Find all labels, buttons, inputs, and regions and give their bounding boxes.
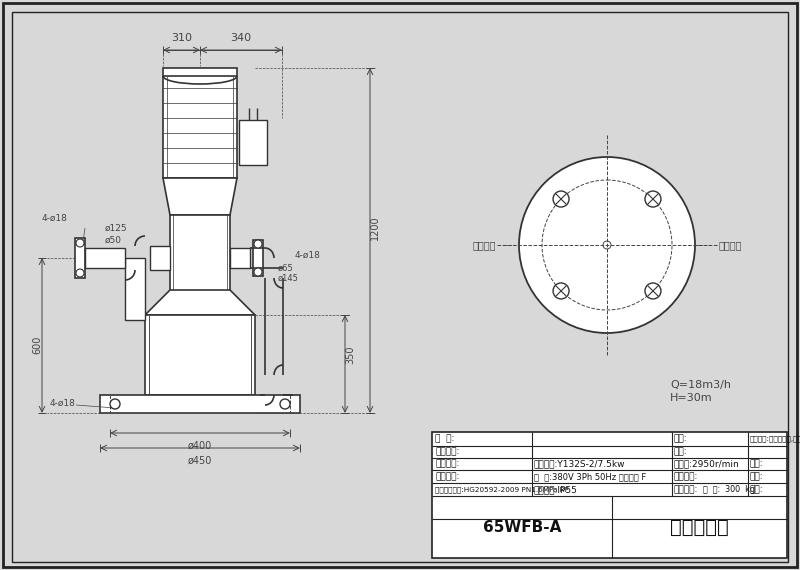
Text: 4-ø18: 4-ø18 (49, 398, 75, 408)
Text: ø145: ø145 (278, 274, 299, 283)
Text: 防护等级:IP55: 防护等级:IP55 (534, 485, 578, 494)
Circle shape (553, 283, 569, 299)
Text: 项目名称:: 项目名称: (435, 447, 459, 457)
Text: 防爆等级:: 防爆等级: (674, 485, 698, 494)
Bar (85, 248, 125, 268)
Bar (75, 238, 85, 278)
Circle shape (645, 283, 661, 299)
Text: 65WFB-A: 65WFB-A (483, 519, 561, 535)
Text: 旋转方向:从电机端看,泵为逆时针方向转动: 旋转方向:从电机端看,泵为逆时针方向转动 (750, 435, 800, 442)
Text: 进口法兰: 进口法兰 (718, 240, 742, 250)
Text: ø125: ø125 (105, 223, 128, 233)
Text: ø400: ø400 (188, 441, 212, 451)
Bar (145, 315, 255, 395)
Text: ø450: ø450 (188, 456, 212, 466)
Text: 执行法兰标准:HG20592-2009 PN1.6MPa RF: 执行法兰标准:HG20592-2009 PN1.6MPa RF (435, 486, 569, 493)
Circle shape (519, 157, 695, 333)
Bar (432, 432, 787, 558)
Circle shape (76, 239, 84, 247)
Polygon shape (145, 290, 255, 315)
Text: 用  户:: 用 户: (435, 434, 454, 443)
Text: 340: 340 (230, 33, 251, 43)
Text: 编制:: 编制: (674, 434, 688, 443)
Text: 4-ø18: 4-ø18 (42, 214, 68, 222)
Text: 设备位号:: 设备位号: (435, 459, 459, 469)
Circle shape (254, 240, 262, 248)
Bar (125, 258, 145, 320)
Bar (150, 246, 170, 270)
Circle shape (254, 268, 262, 276)
Text: 审核:: 审核: (674, 447, 688, 457)
Text: 批准:: 批准: (750, 472, 764, 481)
Text: 310: 310 (171, 33, 192, 43)
Circle shape (110, 399, 120, 409)
Polygon shape (163, 178, 237, 215)
Circle shape (645, 191, 661, 207)
Bar (100, 395, 300, 413)
Text: 日期:: 日期: (750, 485, 764, 494)
Text: ø65: ø65 (278, 263, 294, 272)
Text: 600: 600 (32, 336, 42, 354)
Text: 出口法兰: 出口法兰 (472, 240, 496, 250)
Text: Q=18m3/h: Q=18m3/h (670, 380, 731, 390)
Bar (170, 215, 230, 310)
Bar (230, 248, 250, 268)
Text: 电机型号:Y132S-2/7.5kw: 电机型号:Y132S-2/7.5kw (534, 459, 626, 469)
Circle shape (76, 269, 84, 277)
Text: 安装尺寸图: 安装尺寸图 (670, 518, 729, 536)
Circle shape (280, 399, 290, 409)
Text: 4-ø18: 4-ø18 (295, 250, 321, 259)
Text: ø50: ø50 (105, 235, 122, 245)
Text: 1200: 1200 (370, 216, 380, 241)
Text: 电  源:380V 3Ph 50Hz 绝缘等级 F: 电 源:380V 3Ph 50Hz 绝缘等级 F (534, 472, 646, 481)
Bar (239, 120, 267, 165)
Text: 泵转速:2950r/min: 泵转速:2950r/min (674, 459, 740, 469)
Text: 审核:: 审核: (750, 459, 764, 469)
Bar (163, 68, 237, 178)
Text: 350: 350 (345, 345, 355, 364)
Circle shape (553, 191, 569, 207)
Bar (253, 240, 263, 276)
Text: 名  重:  300  kg: 名 重: 300 kg (703, 485, 755, 494)
Text: H=30m: H=30m (670, 393, 713, 403)
Text: 设备名称:: 设备名称: (435, 472, 459, 481)
Text: 冲洗方案:: 冲洗方案: (674, 472, 698, 481)
